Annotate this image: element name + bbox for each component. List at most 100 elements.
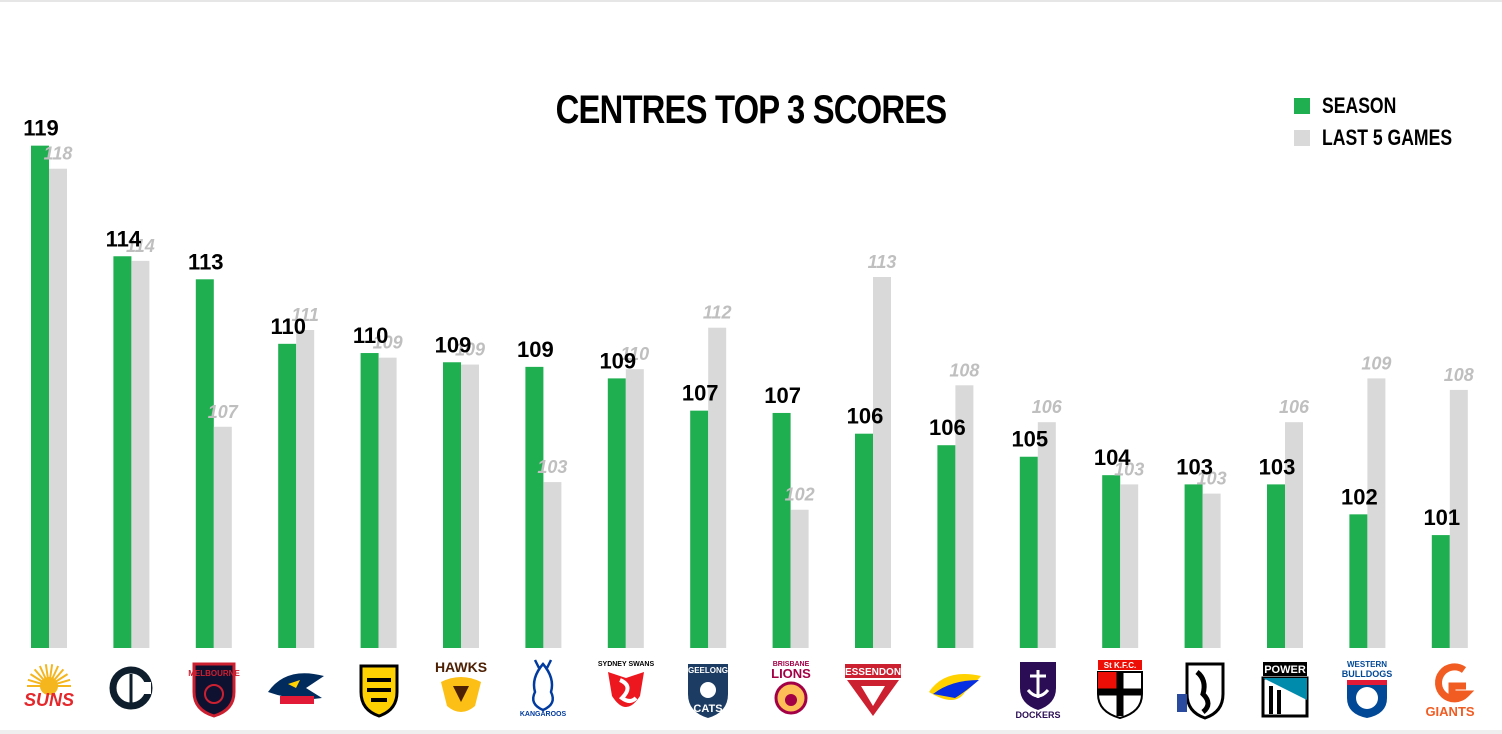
last5-bar [49,168,67,648]
kangaroos-logo-icon-graphic: KANGAROOS [520,659,567,718]
season-bar [1019,456,1038,648]
season-value-label: 109 [435,332,472,357]
season-value-label: 101 [1423,505,1460,530]
season-bar [772,412,791,648]
last5-bar [1120,484,1139,648]
season-value-label: 103 [1176,454,1213,479]
season-bar [195,279,214,648]
logo-text: SUNS [24,690,74,710]
collingwood-logo-icon-graphic [1176,662,1225,720]
st-kilda-logo-icon-graphic: St K.F.C. [1097,660,1144,720]
season-bar [1349,514,1368,648]
last5-value-label: 110 [620,344,649,364]
last5-value-label: 108 [949,360,979,380]
essendon-logo-icon: ESSENDON [843,658,903,720]
richmond-tigers-logo-icon-graphic [359,664,399,718]
season-value-label: 110 [270,314,306,339]
season-bar [1184,484,1203,648]
last5-bar [708,327,727,648]
last5-bar [1037,422,1056,648]
logo-text: BULLDOGS [1342,669,1393,679]
logo-text: CATS [694,703,723,715]
last5-value-label: 108 [1444,365,1474,385]
west-coast-eagles-logo-icon-graphic [929,674,982,700]
kangaroos-logo-icon: KANGAROOS [513,658,573,720]
season-bar [360,353,379,648]
logo-text: POWER [1264,664,1306,676]
season-value-label: 107 [682,381,719,406]
last5-value-label: 109 [1361,353,1391,373]
logo-text: St K.F.C. [1104,661,1136,670]
last5-value-label: 118 [44,144,73,164]
port-power-logo-icon: POWER [1255,658,1315,720]
western-bulldogs-logo-icon: WESTERN BULLDOGS [1337,658,1397,720]
logo-text: LIONS [771,666,811,681]
legend: SEASON LAST 5 GAMES [1294,90,1485,154]
geelong-cats-logo-icon-graphic: GEELONG CATS [688,664,728,718]
logo-text: KANGAROOS [520,711,567,718]
season-value-label: 119 [23,116,59,141]
legend-item-last5: LAST 5 GAMES [1294,122,1485,154]
season-bar [607,378,626,648]
fremantle-dockers-logo-icon: DOCKERS [1008,658,1068,720]
legend-label-last5: LAST 5 GAMES [1322,125,1453,150]
st-kilda-logo-icon: St K.F.C. [1090,658,1150,720]
legend-label-season: SEASON [1322,93,1397,118]
last5-value-label: 112 [703,303,732,323]
last5-bar [378,357,397,648]
port-power-logo-icon-graphic: POWER [1261,662,1309,718]
season-bar [31,145,49,649]
suns-logo-icon-graphic: SUNS [24,664,74,710]
last5-bar [1202,493,1221,648]
logo-text: ESSENDON [845,667,901,678]
legend-item-season: SEASON [1294,90,1485,122]
last5-value-label: 109 [373,333,403,353]
legend-swatch-season [1294,98,1310,114]
season-value-label: 114 [106,226,142,251]
last5-bar [131,260,150,648]
season-value-label: 109 [517,337,554,362]
gws-giants-logo-icon-graphic: GIANTS [1425,663,1475,719]
sydney-swans-logo-icon-graphic: SYDNEY SWANS [598,661,654,707]
brisbane-lions-logo-icon: BRISBANE LIONS [761,658,821,720]
season-value-label: 109 [599,348,636,373]
hawthorn-hawks-logo-icon: HAWKS [431,658,491,720]
last5-bar [1449,389,1468,648]
logo-text: BRISBANE [772,661,809,668]
logo-text: DOCKERS [1015,710,1060,720]
fremantle-dockers-logo-icon-graphic: DOCKERS [1015,662,1060,720]
last5-bar [1367,378,1386,648]
season-bar [937,445,956,648]
last5-value-label: 113 [868,252,897,272]
last5-value-label: 109 [455,340,485,360]
season-value-label: 105 [1011,427,1048,452]
last5-bar [625,369,644,648]
last5-value-label: 106 [1279,397,1310,417]
season-value-label: 107 [764,383,801,408]
season-value-label: 102 [1341,484,1378,509]
last5-bar [955,385,974,648]
legend-swatch-last5 [1294,130,1310,146]
season-bar [443,362,461,648]
last5-bar [296,330,315,648]
last5-value-label: 106 [1032,397,1063,417]
adelaide-crows-logo-icon-graphic [268,673,325,704]
season-bar [278,343,297,648]
last5-value-label: 111 [292,305,319,325]
season-bar [855,433,873,648]
season-value-label: 113 [188,249,224,274]
season-value-label: 104 [1094,445,1131,470]
carlton-logo-icon [101,658,161,720]
bottom-border [0,730,1502,734]
season-bar [113,256,132,648]
last5-bar [213,426,232,648]
logo-text: HAWKS [435,659,487,675]
melbourne-logo-icon-graphic: MELBOURNE [188,662,240,718]
logo-text: WESTERN [1347,660,1387,669]
last5-value-label: 102 [785,485,815,505]
last5-value-label: 103 [1197,469,1227,489]
season-value-label: 106 [847,404,884,429]
